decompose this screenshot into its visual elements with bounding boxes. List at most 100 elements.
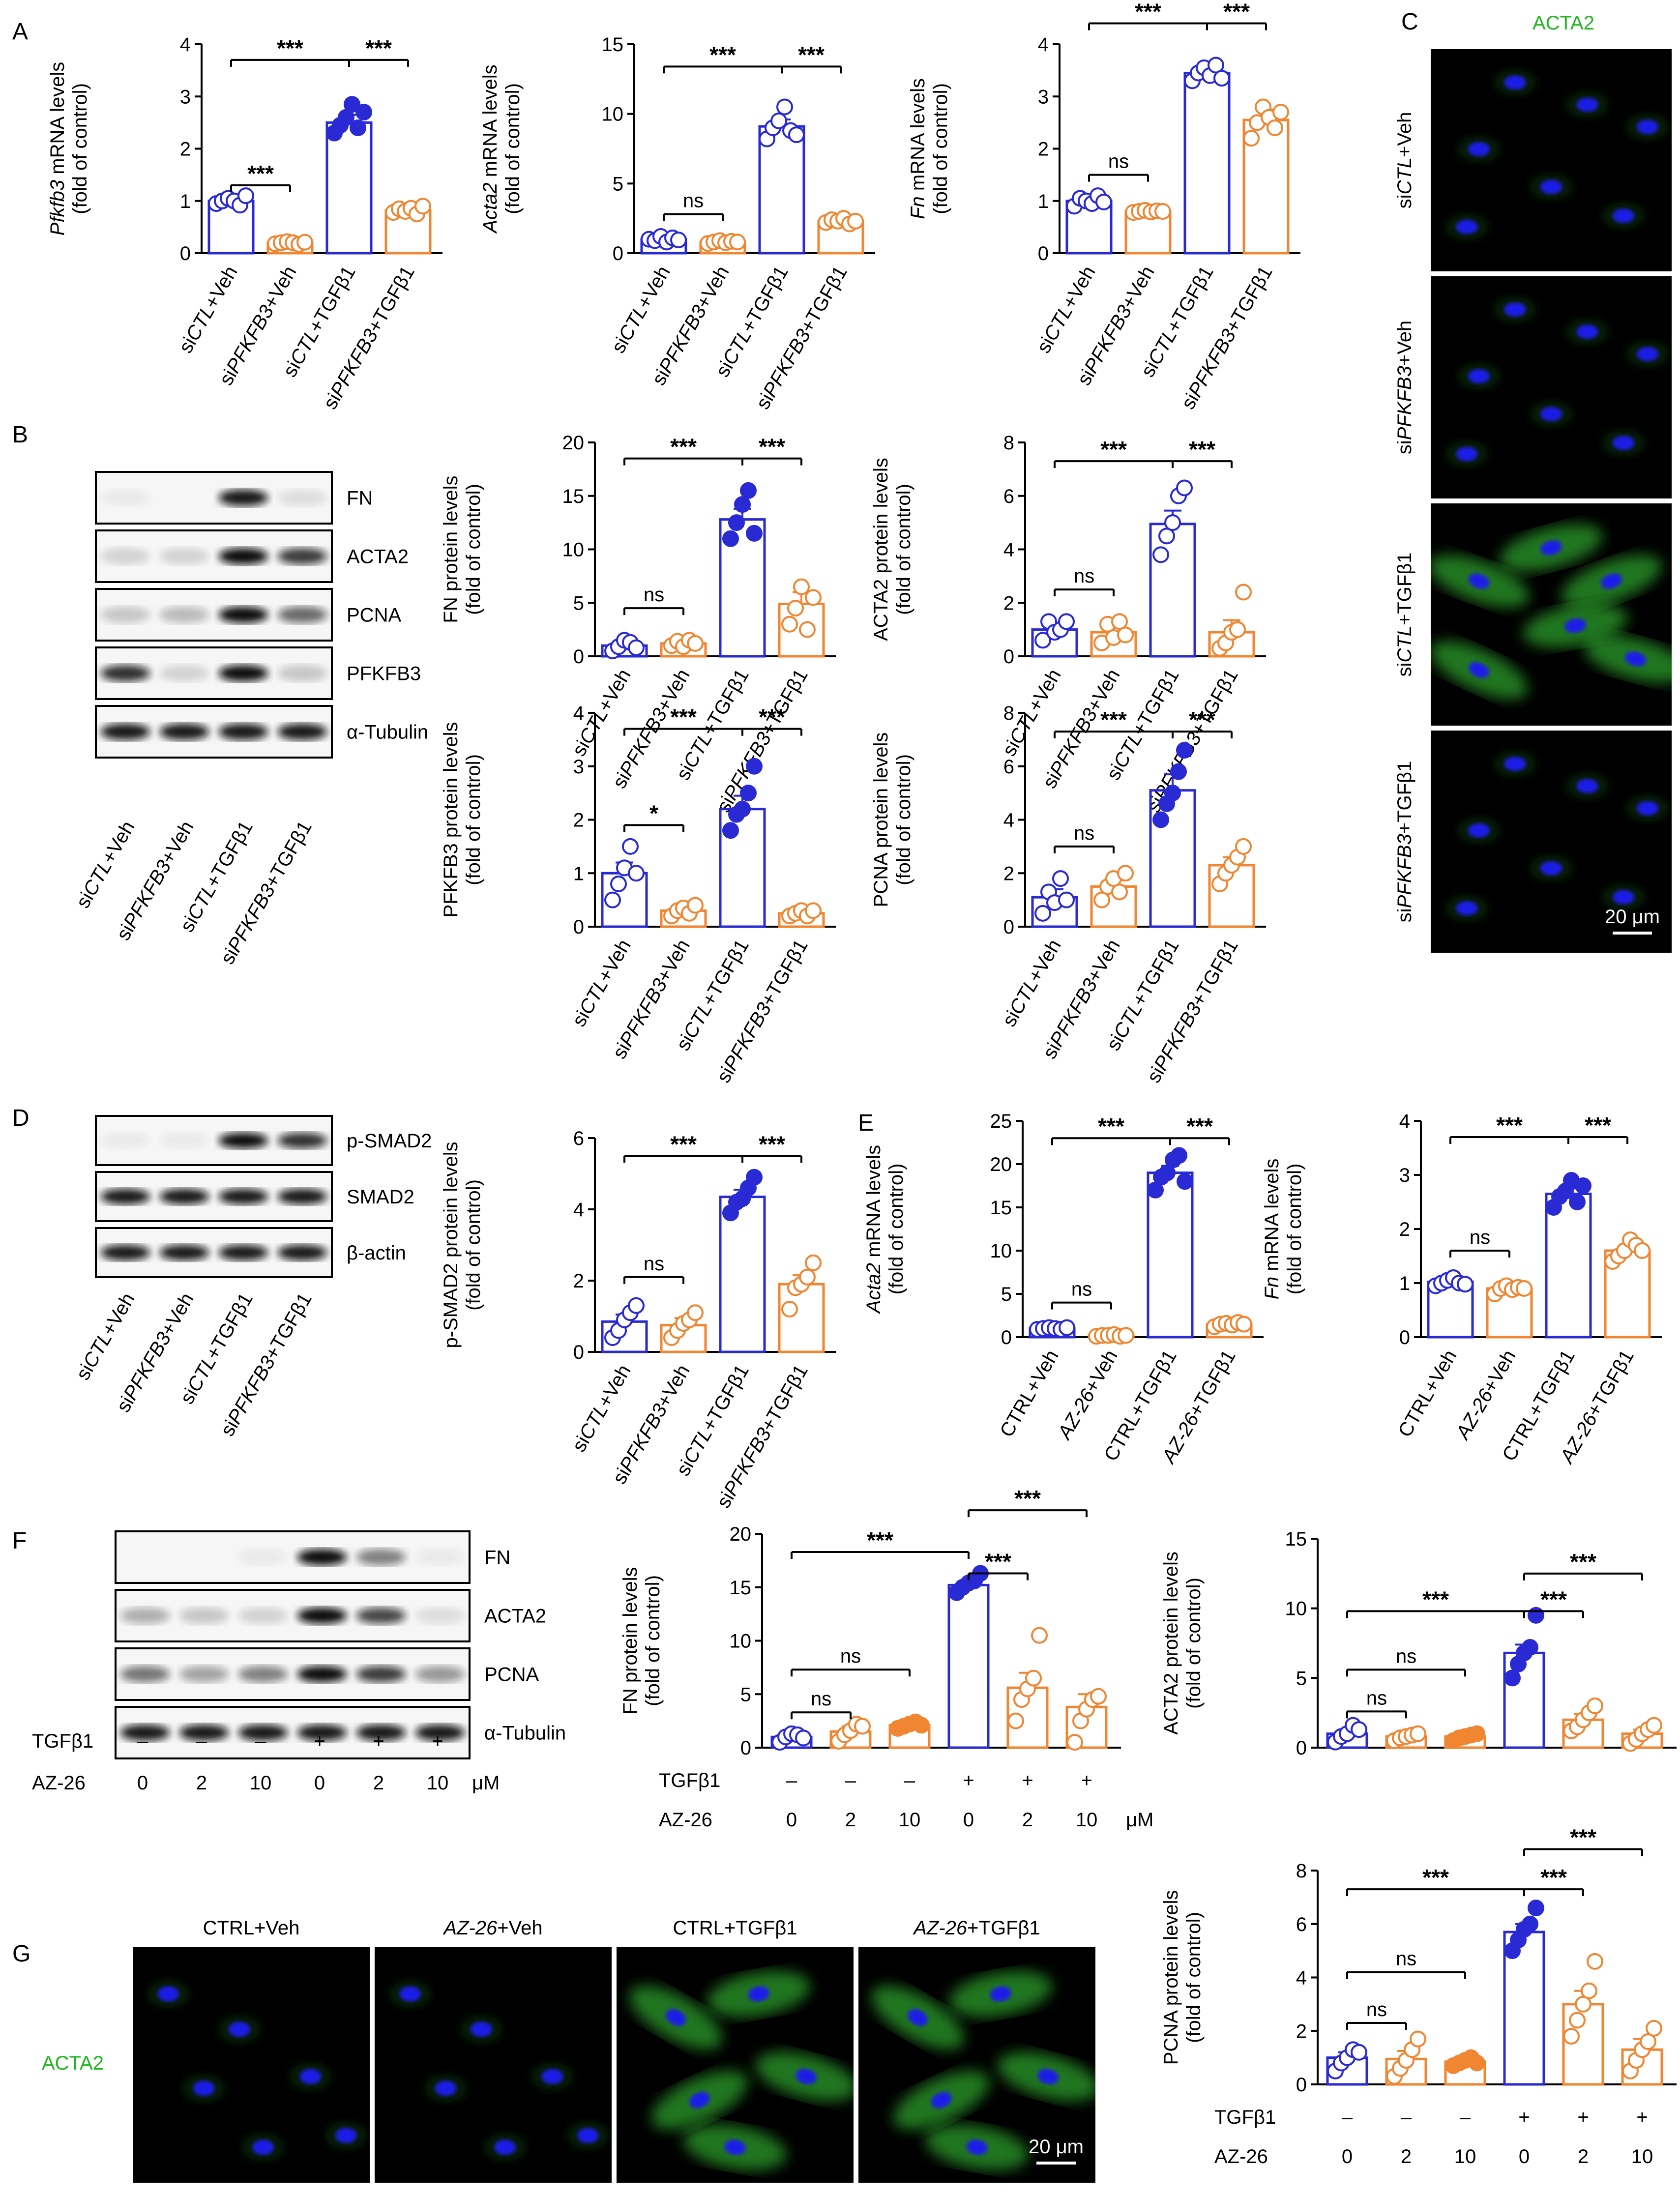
- y-tick-label: 10: [730, 1631, 752, 1652]
- y-tick-label: 8: [1296, 1860, 1307, 1882]
- nucleus: [666, 2009, 686, 2026]
- data-point: [355, 104, 372, 121]
- chart-fn-protein: 0 5 10 15 20 FN protein levels (fold of contro…: [440, 432, 836, 816]
- significance-bracket: [791, 1668, 911, 1677]
- blot-band: [277, 665, 327, 682]
- y-axis-label-sub: (fold of control): [1183, 1578, 1205, 1709]
- y-axis-label: Acta2 mRNA levels: [863, 1145, 884, 1314]
- y-axis-label: PFKFB3 protein levels: [440, 722, 462, 918]
- x-tick-label: siCTL+Veh: [568, 936, 635, 1030]
- az26-row-label: AZ-26: [32, 1772, 86, 1794]
- nucleus: [724, 2139, 746, 2155]
- data-point: [1469, 1725, 1485, 1742]
- blot-band-label: ACTA2: [484, 1606, 546, 1627]
- significance-label: ***: [985, 1549, 1011, 1574]
- panel-letter-b: B: [12, 422, 28, 448]
- nucleus: [1468, 573, 1490, 589]
- data-point: [1469, 2054, 1485, 2072]
- data-point: [1176, 479, 1193, 497]
- blot-band: [100, 1133, 150, 1148]
- scale-bar-label: 20 μm: [1029, 2136, 1084, 2158]
- blot-band: [218, 548, 268, 565]
- y-tick-label: 5: [573, 592, 584, 614]
- blot-band: [218, 665, 268, 682]
- blot-band: [297, 1724, 347, 1741]
- y-axis-label-sub: (fold of control): [463, 754, 484, 885]
- y-tick-label: 3: [180, 86, 191, 108]
- y-tick-label: 1: [180, 191, 191, 212]
- chart-pfkfb3-mrna: 0 1 2 3 4 Pfkfb3 mRNA levels (fold of control)…: [47, 34, 442, 413]
- tgf-sign: –: [137, 1730, 148, 1752]
- y-tick-label: 2: [1038, 139, 1049, 160]
- panel-c-images: siCTL+Veh siPFKFB3+Veh siCTL+TGFβ1 20 μm siP…: [1394, 49, 1672, 953]
- data-point: [1059, 1319, 1075, 1336]
- blot-band: [179, 1724, 229, 1741]
- significance-bracket: [1054, 845, 1115, 853]
- blot-band-label: FN: [347, 488, 373, 509]
- significance-bracket: [663, 65, 783, 74]
- panel-c-row-label: siCTL+TGFβ1: [1394, 552, 1415, 676]
- panel-letter-e: E: [858, 1110, 874, 1136]
- nucleus: [1636, 801, 1659, 816]
- az26-dose: 0: [786, 1809, 797, 1831]
- significance-label: ns: [1470, 1227, 1490, 1248]
- data-point: [805, 1254, 822, 1271]
- significance-bracket: [663, 213, 724, 221]
- nucleus: [1037, 2069, 1059, 2084]
- az26-row-label: AZ-26: [659, 1809, 712, 1831]
- y-tick-label: 3: [573, 756, 584, 778]
- panel-c-title: ACTA2: [1533, 12, 1594, 34]
- data-point: [1587, 1697, 1603, 1714]
- nucleus: [1624, 651, 1647, 667]
- tgf-sign: +: [432, 1730, 443, 1752]
- y-axis-label-sub: (fold of control): [463, 1179, 484, 1311]
- data-point: [847, 212, 864, 230]
- data-point: [1522, 1639, 1538, 1656]
- panel-g-images: CTRL+Veh AZ-26+Veh CTRL+TGFβ1 20 μm AZ-26+TG…: [133, 1917, 1095, 2183]
- significance-bracket: [1051, 1301, 1112, 1310]
- significance-bracket: [1054, 460, 1174, 468]
- significance-label: ***: [759, 704, 785, 730]
- significance-label: ***: [1422, 1586, 1449, 1612]
- data-point: [1025, 1669, 1042, 1687]
- nucleus: [796, 2069, 817, 2084]
- y-axis-label: p-SMAD2 protein levels: [440, 1141, 462, 1348]
- significance-label: ***: [670, 434, 697, 460]
- az26-dose: 10: [250, 1772, 272, 1794]
- significance-bracket: [1206, 22, 1267, 30]
- blot-band: [277, 548, 327, 565]
- chart-fn-mrna-az26: 0 1 2 3 4 Fn mRNA levels (fold of control) ns **…: [1261, 1111, 1662, 1467]
- data-point: [1170, 763, 1187, 780]
- data-point: [1351, 2044, 1367, 2061]
- significance-bracket: [623, 457, 743, 466]
- bar: [778, 1283, 825, 1353]
- y-tick-label: 5: [740, 1684, 751, 1705]
- significance-label: ns: [1366, 1687, 1387, 1709]
- blot-band: [218, 723, 268, 740]
- data-point: [1118, 1327, 1134, 1344]
- data-point: [722, 530, 739, 547]
- data-point: [805, 902, 822, 919]
- data-point: [1052, 870, 1069, 887]
- y-tick-label: 2: [1296, 2020, 1307, 2042]
- blot-band: [297, 1549, 347, 1566]
- y-axis-label-sub: (fold of control): [642, 1575, 664, 1706]
- y-tick-label: 6: [1003, 486, 1014, 507]
- y-tick-label: 2: [1003, 863, 1014, 884]
- significance-bracket: [1346, 1710, 1407, 1719]
- y-axis-label: ACTA2 protein levels: [870, 458, 892, 641]
- blot-band: [100, 1189, 150, 1204]
- nucleus: [966, 2139, 988, 2155]
- nucleus: [157, 1986, 179, 2002]
- significance-bracket: [1523, 1572, 1643, 1580]
- data-point: [1351, 1721, 1367, 1738]
- y-tick-label: 0: [1001, 1327, 1012, 1348]
- blot-band: [277, 489, 327, 506]
- blot-band-label: PCNA: [484, 1664, 539, 1686]
- blot-band: [415, 1607, 465, 1624]
- y-tick-label: 4: [1003, 810, 1014, 831]
- significance-label: ns: [1108, 151, 1129, 173]
- significance-label: ***: [277, 35, 303, 61]
- y-tick-label: 2: [1003, 592, 1014, 614]
